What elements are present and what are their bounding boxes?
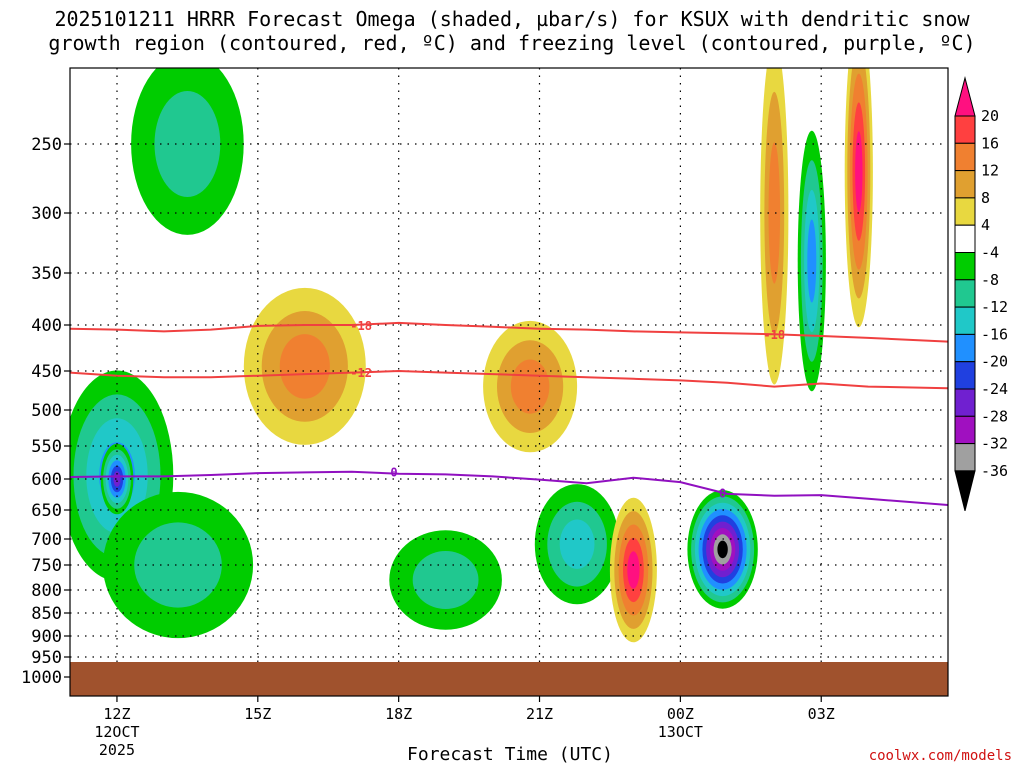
colorbar-bottom-arrow xyxy=(954,470,976,512)
contour-label-freezing-b: 0 xyxy=(719,487,726,501)
colorbar-swatch-8 xyxy=(954,306,976,335)
colorbar-swatch-3 xyxy=(954,170,976,199)
x-tick-date-12Z: 12OCT xyxy=(94,723,139,741)
colorbar-label-0: 20 xyxy=(981,107,999,125)
y-tick-label-600: 600 xyxy=(31,470,62,490)
ground-band xyxy=(70,662,948,696)
y-tick-label-250: 250 xyxy=(31,135,62,155)
omega-cell-3-band-1 xyxy=(412,551,479,609)
colorbar-label-2: 12 xyxy=(981,162,999,180)
omega-cell-8-band-2 xyxy=(510,359,550,414)
colorbar-label-13: -36 xyxy=(981,462,1008,480)
omega-cell-6-band-8 xyxy=(717,540,728,559)
colorbar-swatch-2 xyxy=(954,142,976,172)
y-tick-label-750: 750 xyxy=(31,556,62,576)
colorbar-swatch-4 xyxy=(954,197,976,226)
colorbar-swatch-5 xyxy=(954,224,976,253)
omega-cell-10-band-3 xyxy=(807,219,817,303)
colorbar-swatch-13 xyxy=(954,443,976,472)
y-axis: 250 300 350 400 450 500 550 600 650 700 750 800 850 9… xyxy=(21,135,70,688)
colorbar-label-10: -24 xyxy=(981,380,1008,398)
colorbar-swatch-12 xyxy=(954,415,976,445)
omega-cell-4-band-2 xyxy=(559,519,595,569)
x-tick-label-03Z: 03Z xyxy=(808,705,835,723)
y-tick-label-400: 400 xyxy=(31,316,62,336)
colorbar: 20 16 12 8 4 -4 -8 -12 -16 -20 -24 -28 -32 -36 xyxy=(954,76,1008,512)
credit-text: coolwx.com/models xyxy=(868,748,1012,764)
y-tick-label-450: 450 xyxy=(31,362,62,382)
x-tick-year-12Z: 2025 xyxy=(99,741,135,759)
chart-title-line2: growth region (contoured, red, ºC) and f… xyxy=(48,31,976,55)
y-tick-label-300: 300 xyxy=(31,204,62,224)
colorbar-swatch-7 xyxy=(954,279,976,308)
colorbar-swatch-9 xyxy=(954,333,976,363)
x-tick-label-21Z: 21Z xyxy=(526,705,553,723)
colorbar-top-arrow xyxy=(954,76,976,117)
colorbar-swatch-6 xyxy=(954,252,976,281)
y-tick-label-850: 850 xyxy=(31,604,62,624)
x-tick-label-12Z: 12Z xyxy=(103,705,130,723)
x-tick-label-00Z: 00Z xyxy=(667,705,694,723)
x-tick-label-18Z: 18Z xyxy=(385,705,412,723)
colorbar-label-4: 4 xyxy=(981,216,990,234)
colorbar-label-7: -12 xyxy=(981,298,1008,316)
omega-cell-7-band-2 xyxy=(279,334,330,399)
omega-cell-11-band-4 xyxy=(855,131,863,213)
colorbar-label-5: -4 xyxy=(981,244,999,262)
y-tick-label-800: 800 xyxy=(31,581,62,601)
omega-cell-12-band-2 xyxy=(768,142,781,284)
colorbar-swatch-11 xyxy=(954,388,976,417)
colorbar-label-9: -20 xyxy=(981,353,1008,371)
contour-label-freezing-a: 0 xyxy=(390,466,397,480)
y-tick-label-650: 650 xyxy=(31,501,62,521)
contour-label-minus12: -12 xyxy=(350,366,372,380)
y-tick-label-950: 950 xyxy=(31,648,62,668)
colorbar-swatch-10 xyxy=(954,361,976,390)
omega-cell-1-band-5 xyxy=(113,471,121,487)
contour-label-minus18-b: -18 xyxy=(763,328,785,342)
plot-frame xyxy=(69,67,949,697)
x-tick-date-00Z: 13OCT xyxy=(658,723,703,741)
contour-minus12 xyxy=(70,369,948,390)
x-axis-title: Forecast Time (UTC) xyxy=(407,744,613,765)
x-tick-label-15Z: 15Z xyxy=(244,705,271,723)
omega-shading xyxy=(70,68,873,643)
y-tick-label-350: 350 xyxy=(31,264,62,284)
colorbar-label-3: 8 xyxy=(981,189,990,207)
y-tick-label-1000: 1000 xyxy=(21,668,62,688)
temperature-contours: -18 -18 -12 0 0 xyxy=(70,319,948,506)
omega-cell-2-band-1 xyxy=(134,522,222,608)
colorbar-label-1: 16 xyxy=(981,134,999,152)
y-tick-label-700: 700 xyxy=(31,530,62,550)
y-tick-label-500: 500 xyxy=(31,401,62,421)
chart-title-line1: 2025101211 HRRR Forecast Omega (shaded, … xyxy=(54,7,970,31)
omega-cell-9-band-1 xyxy=(154,91,221,197)
omega-cell-5-band-4 xyxy=(627,551,640,589)
y-tick-label-550: 550 xyxy=(31,437,62,457)
y-tick-label-900: 900 xyxy=(31,627,62,647)
colorbar-swatch-1 xyxy=(954,115,976,144)
contour-minus18 xyxy=(70,321,948,343)
contour-freezing xyxy=(70,470,948,506)
colorbar-label-8: -16 xyxy=(981,325,1008,343)
colorbar-label-12: -32 xyxy=(981,435,1008,453)
colorbar-label-6: -8 xyxy=(981,271,999,289)
colorbar-label-11: -28 xyxy=(981,407,1008,425)
contour-label-minus18-a: -18 xyxy=(350,319,372,333)
